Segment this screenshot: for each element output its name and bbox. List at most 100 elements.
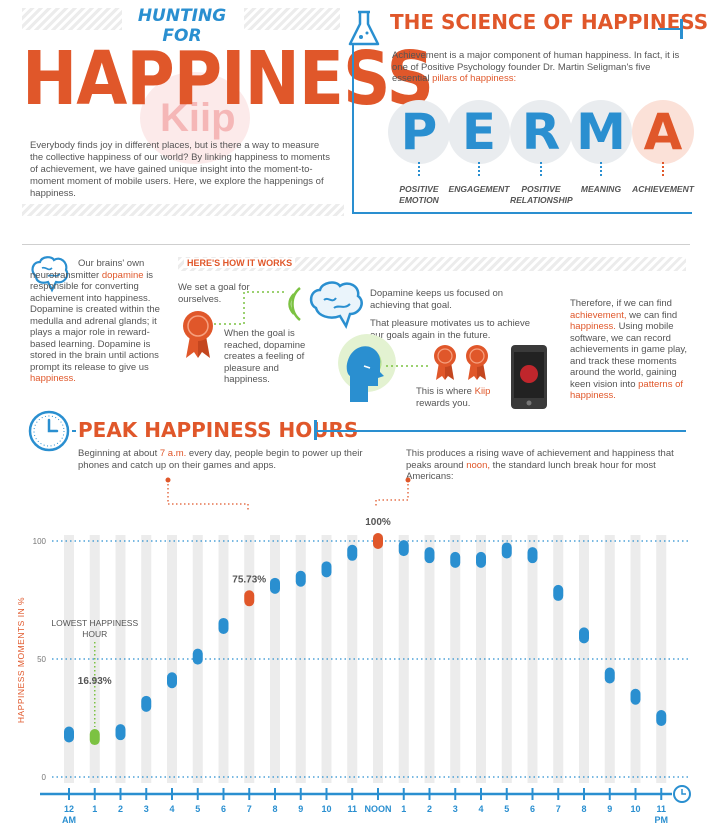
x-tick-label: 2 (118, 804, 123, 814)
data-point (450, 551, 461, 568)
data-point (424, 547, 435, 564)
peak-right-highlight: noon, (466, 459, 490, 471)
section-divider (22, 244, 690, 245)
dotted-connector (214, 291, 286, 325)
data-point (656, 710, 667, 726)
annotation-value: 100% (365, 517, 391, 528)
data-point (244, 590, 255, 607)
data-point (218, 617, 229, 634)
perma-E: E (448, 100, 510, 164)
perma-dots (600, 162, 602, 178)
clock-icon (28, 410, 70, 452)
data-point (167, 672, 177, 689)
peak-left-2: every day, people begin to power up thei… (78, 448, 363, 471)
science-body: Achievement is a major component of huma… (392, 50, 682, 85)
x-tick-label-suffix: PM (655, 815, 669, 825)
column-stripe (244, 535, 255, 783)
data-point (192, 648, 203, 665)
perma-label: ACHIEVEMENT (632, 184, 694, 194)
data-point (373, 533, 383, 549)
perma-dots (478, 162, 480, 178)
peak-right-text: This produces a rising wave of achieveme… (406, 448, 688, 483)
watermark-text: Kiip (160, 96, 236, 140)
data-point (553, 584, 564, 601)
how-step-reached: When the goal is reached, dopamine creat… (224, 328, 306, 385)
head-icon (346, 346, 384, 402)
data-point (604, 667, 615, 684)
intro-text: Everybody finds joy in different places,… (30, 140, 330, 199)
annotation-label: LOWEST HAPPINESS (51, 618, 138, 628)
data-point (64, 726, 74, 743)
perma-label: ENGAGEMENT (448, 184, 510, 194)
science-title-bar-end (680, 19, 683, 39)
brain-text-2: is responsible for converting achievemen… (30, 269, 160, 373)
x-tick-label-suffix: AM (62, 815, 76, 825)
data-point (630, 688, 641, 705)
data-point (295, 570, 306, 587)
right-text-3: Using mobile software, we can record ach… (570, 321, 688, 390)
x-tick-label: 8 (581, 804, 586, 814)
science-body-highlight: pillars of happiness: (432, 73, 517, 84)
peak-left-highlight: 7 a.m. (159, 448, 187, 459)
y-tick-label: 100 (33, 537, 47, 546)
right-highlight-happiness: happiness. (570, 321, 616, 332)
perma-label: MEANING (580, 184, 622, 194)
header-kicker: HUNTING FOR (137, 6, 227, 46)
right-highlight-patterns: patterns of happiness. (570, 378, 684, 402)
y-tick-label: 0 (42, 773, 47, 782)
column-stripe (64, 535, 74, 783)
peak-title: PEAK HAPPINESS HOURS (78, 418, 359, 442)
x-tick-label: 11 (347, 804, 357, 814)
right-highlight-achievement: achievement, (570, 309, 627, 321)
dotted-connector-2 (386, 365, 430, 367)
column-stripe (553, 535, 564, 783)
x-tick-label: 7 (556, 804, 561, 814)
x-tick-label: 9 (607, 804, 612, 814)
science-title-bar (658, 28, 680, 30)
header-stripe-right (244, 8, 340, 30)
data-point (527, 547, 538, 564)
column-stripe (347, 535, 358, 783)
x-tick-label: 4 (478, 804, 483, 814)
flask-icon (348, 10, 380, 46)
medal-icon (183, 311, 213, 358)
peak-left-text: Beginning at about 7 a.m. every day, peo… (78, 448, 378, 471)
data-point (579, 627, 589, 644)
axis-clock-hands (681, 789, 686, 795)
column-stripe (373, 535, 383, 783)
x-tick-label: 3 (144, 804, 149, 814)
peak-right-2: the standard lunch break hour for most A… (406, 459, 656, 483)
column-stripe (270, 535, 280, 783)
phone-icon (511, 345, 547, 409)
perma-P: P (388, 100, 450, 164)
column-stripe (630, 535, 641, 783)
x-tick-label: 12 (64, 804, 74, 814)
peak-bar-left (72, 430, 76, 432)
signal-icon (288, 287, 301, 321)
column-stripe (141, 535, 152, 783)
column-stripe (656, 535, 667, 783)
peak-bar-right (314, 430, 686, 432)
data-point (89, 729, 100, 746)
perma-dots (418, 162, 420, 178)
right-text-2: we can find (629, 309, 678, 321)
how-right-text: Therefore, if we can find achievement, w… (570, 298, 692, 402)
data-point (476, 551, 486, 568)
brain-text-1: Our brains' own neurotransmitter (30, 258, 145, 281)
x-tick-label: 3 (453, 804, 458, 814)
data-point (321, 561, 332, 578)
x-tick-label: 11 (656, 804, 666, 814)
annotation-value: 75.73% (232, 574, 266, 585)
x-tick-label: 5 (195, 804, 200, 814)
x-tick-label: 9 (298, 804, 303, 814)
y-tick-label: 50 (37, 655, 46, 664)
right-text-1: Therefore, if we can find (570, 298, 672, 309)
science-left-bar (352, 44, 354, 214)
how-step-focused: Dopamine keeps us focused on achieving t… (370, 288, 504, 311)
peak-left-1: Beginning at about (78, 448, 158, 459)
brain-cloud-icon (309, 281, 363, 329)
data-point (398, 540, 409, 557)
column-stripe (527, 535, 538, 783)
x-tick-label: 2 (427, 804, 432, 814)
